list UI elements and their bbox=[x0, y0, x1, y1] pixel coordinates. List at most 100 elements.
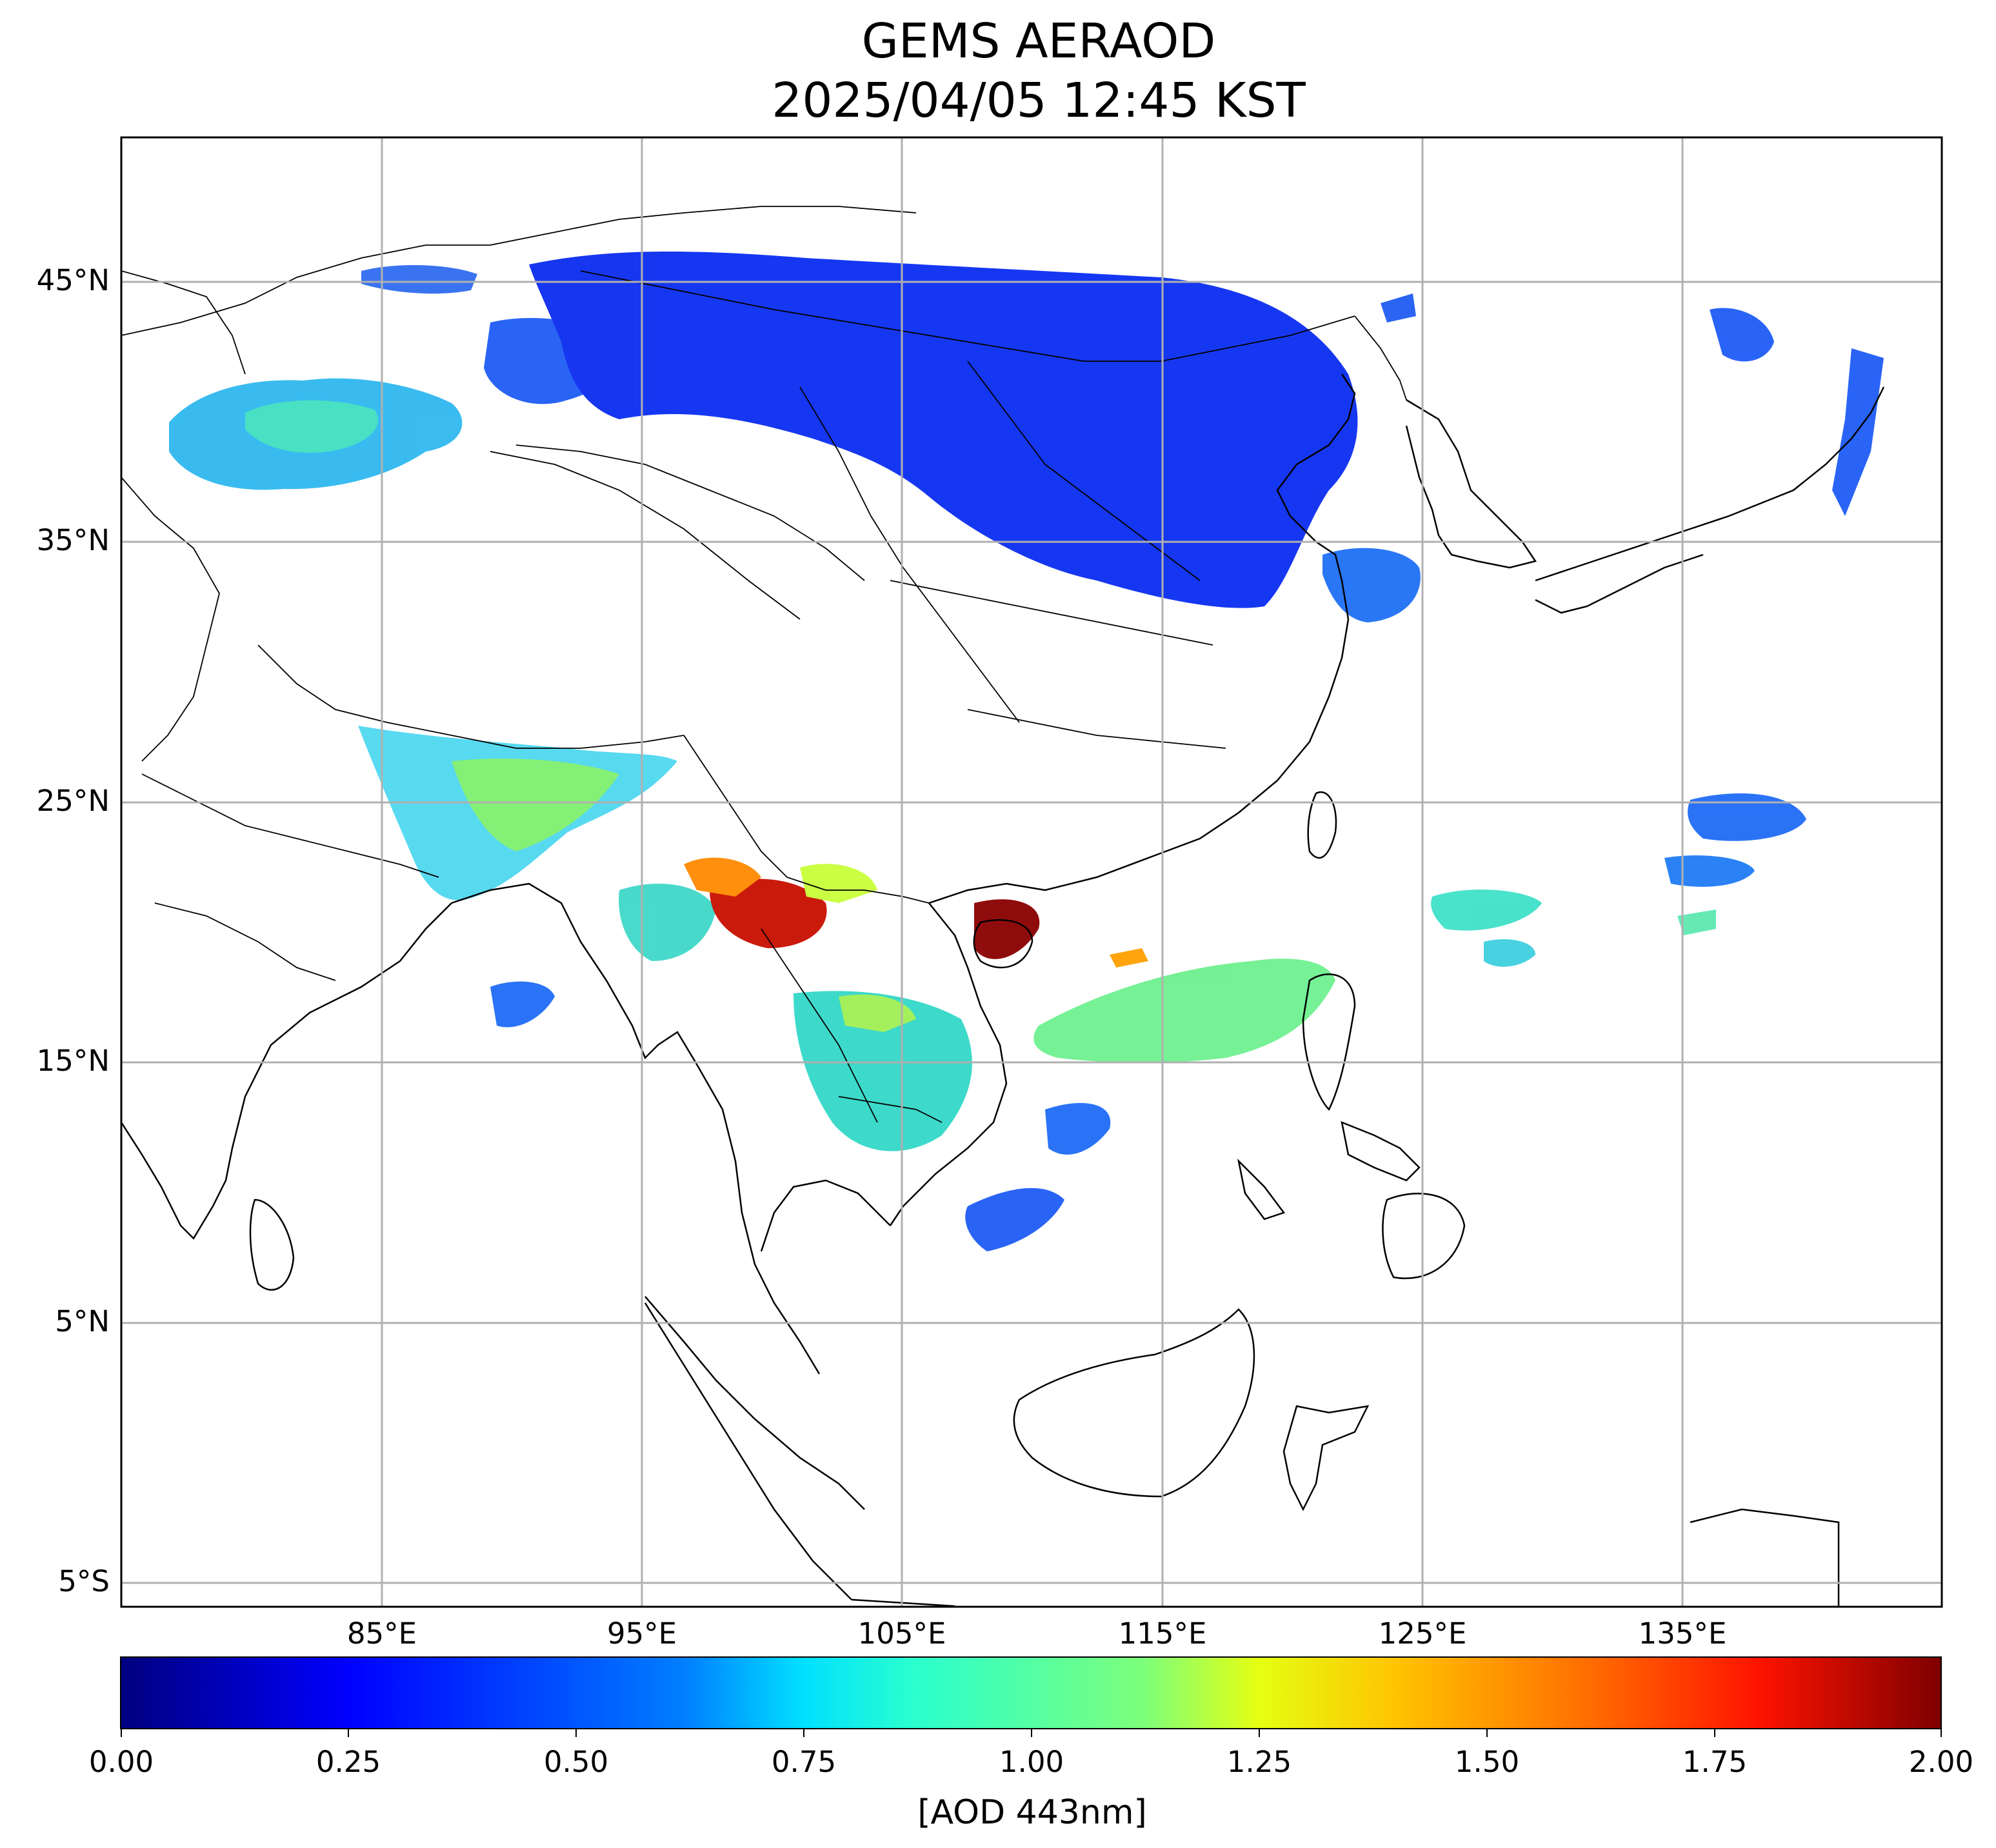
aod-patch-dzungaria bbox=[361, 264, 477, 294]
coast-india bbox=[121, 902, 452, 1240]
aod-patch-hainan bbox=[974, 899, 1040, 959]
aod-patch-japan-ne bbox=[1832, 348, 1884, 516]
lat-tick-label: 15°N bbox=[36, 1044, 110, 1078]
coast-palawan bbox=[1237, 1158, 1286, 1220]
aod-patch-korea-north bbox=[1381, 293, 1416, 323]
border-tibet bbox=[515, 444, 865, 581]
coast-mindanao bbox=[1382, 1193, 1466, 1280]
coast-borneo bbox=[1013, 1308, 1255, 1498]
aod-patch-yunnan-red bbox=[710, 879, 827, 948]
coast-taiwan bbox=[1307, 791, 1337, 859]
aod-patch-scs-orange bbox=[1110, 948, 1148, 968]
colorbar-tick-label: 1.50 bbox=[1454, 1745, 1520, 1779]
colorbar-tickmark bbox=[121, 1729, 122, 1737]
aod-patch-ganges-green bbox=[452, 759, 619, 851]
border-india-states bbox=[141, 773, 439, 878]
coast-sumatra bbox=[644, 1302, 852, 1600]
map-title: GEMS AERAOD 2025/04/05 12:45 KST bbox=[0, 12, 1996, 130]
colorbar-tick-label: 1.25 bbox=[1226, 1745, 1292, 1779]
aod-patch-pacific-3 bbox=[1664, 855, 1755, 887]
lat-tick-label: 5°S bbox=[58, 1564, 110, 1598]
lat-tick-label: 45°N bbox=[36, 263, 110, 297]
colorbar-tickmark bbox=[1714, 1729, 1715, 1737]
title-line-1: GEMS AERAOD bbox=[861, 14, 1216, 69]
coast-visayas bbox=[1341, 1120, 1421, 1182]
aod-patch-pacific-2 bbox=[1688, 793, 1806, 841]
aod-patch-indochina bbox=[793, 991, 972, 1151]
coast-new-guinea bbox=[1690, 1508, 1840, 1607]
lon-tick-label: 125°E bbox=[1378, 1616, 1467, 1651]
colorbar-tickmark bbox=[1031, 1729, 1032, 1737]
coast-japan-south bbox=[1535, 553, 1704, 614]
lat-tick-label: 5°N bbox=[55, 1304, 110, 1338]
coastlines bbox=[121, 373, 1885, 1607]
aod-patch-gulf-thailand bbox=[1045, 1103, 1111, 1155]
colorbar-tick-label: 2.00 bbox=[1908, 1745, 1974, 1779]
border-china-korea bbox=[1354, 315, 1407, 401]
colorbar-tick-label: 1.00 bbox=[999, 1745, 1064, 1779]
coast-java bbox=[851, 1598, 955, 1607]
colorbar-tick-label: 0.75 bbox=[771, 1745, 837, 1779]
colorbar-tickmark bbox=[803, 1729, 804, 1737]
plot-frame bbox=[120, 136, 1943, 1608]
lat-tick-label: 25°N bbox=[36, 784, 110, 818]
aod-patch-yellow-sea bbox=[1322, 548, 1421, 622]
border-china-provinces-3 bbox=[967, 361, 1201, 581]
coast-sri-lanka bbox=[249, 1198, 295, 1291]
coast-myanmar bbox=[451, 882, 821, 1375]
border-thai-cambodia bbox=[838, 1096, 943, 1123]
border-central-asia bbox=[121, 270, 246, 375]
title-line-2: 2025/04/05 12:45 KST bbox=[772, 73, 1306, 128]
border-himalaya bbox=[257, 644, 684, 749]
coast-japan bbox=[1535, 386, 1885, 582]
colorbar-tickmark bbox=[575, 1729, 577, 1737]
border-india-states-2 bbox=[154, 902, 336, 981]
border-laos-thai bbox=[761, 928, 878, 1123]
colorbar-tickmark bbox=[1486, 1729, 1488, 1737]
coast-vietnam bbox=[889, 902, 1008, 1226]
border-yunnan bbox=[683, 735, 930, 904]
border-china-provinces-4 bbox=[890, 580, 1213, 646]
aod-patch-bay-bengal bbox=[490, 981, 555, 1028]
aod-patch-tarim-core bbox=[245, 400, 379, 453]
lon-tick-label: 95°E bbox=[606, 1616, 677, 1651]
aod-patch-pacific-1 bbox=[1431, 889, 1542, 931]
coast-luzon bbox=[1302, 973, 1356, 1111]
country-borders bbox=[121, 206, 1407, 1123]
aod-layer bbox=[169, 252, 1884, 1251]
aod-patch-pacific-5 bbox=[1677, 909, 1716, 935]
colorbar-label: [AOD 443nm] bbox=[917, 1793, 1147, 1832]
aod-patch-yunnan-orange bbox=[684, 857, 761, 897]
border-china-west bbox=[121, 206, 917, 336]
border-china-provinces-2 bbox=[799, 386, 1020, 723]
aod-patch-laos-north bbox=[800, 864, 877, 903]
lon-tick-label: 105°E bbox=[857, 1616, 946, 1651]
border-china-provinces-5 bbox=[967, 709, 1226, 749]
aod-patch-japan-east bbox=[1710, 308, 1774, 362]
colorbar-tick-label: 0.25 bbox=[315, 1745, 381, 1779]
coast-hainan bbox=[973, 919, 1033, 969]
aod-patch-north-china bbox=[529, 252, 1358, 608]
colorbar-tick-label: 1.75 bbox=[1682, 1745, 1748, 1779]
aod-patch-myanmar bbox=[619, 884, 716, 961]
colorbar-tickmark bbox=[1259, 1729, 1260, 1737]
aod-patch-indochina-green bbox=[839, 994, 916, 1032]
colorbar-tick-label: 0.00 bbox=[88, 1745, 154, 1779]
aod-patch-scs bbox=[1033, 959, 1335, 1063]
colorbar-tick-label: 0.50 bbox=[543, 1745, 609, 1779]
colorbar-tickmark bbox=[1941, 1729, 1942, 1737]
coast-gulf-thailand bbox=[760, 1179, 891, 1252]
colorbar-tickmark bbox=[348, 1729, 349, 1737]
coast-sulawesi bbox=[1282, 1405, 1370, 1511]
aod-patch-pacific-4 bbox=[1484, 939, 1535, 967]
coast-korea bbox=[1405, 399, 1537, 569]
colorbar bbox=[120, 1656, 1942, 1729]
border-india-pakistan bbox=[121, 477, 220, 762]
lat-tick-label: 35°N bbox=[36, 523, 110, 557]
lon-tick-label: 85°E bbox=[346, 1616, 417, 1651]
lon-tick-label: 115°E bbox=[1118, 1616, 1207, 1651]
coast-malay bbox=[644, 1296, 865, 1510]
gridlines bbox=[121, 137, 1942, 1607]
coast-south-china bbox=[928, 619, 1350, 904]
